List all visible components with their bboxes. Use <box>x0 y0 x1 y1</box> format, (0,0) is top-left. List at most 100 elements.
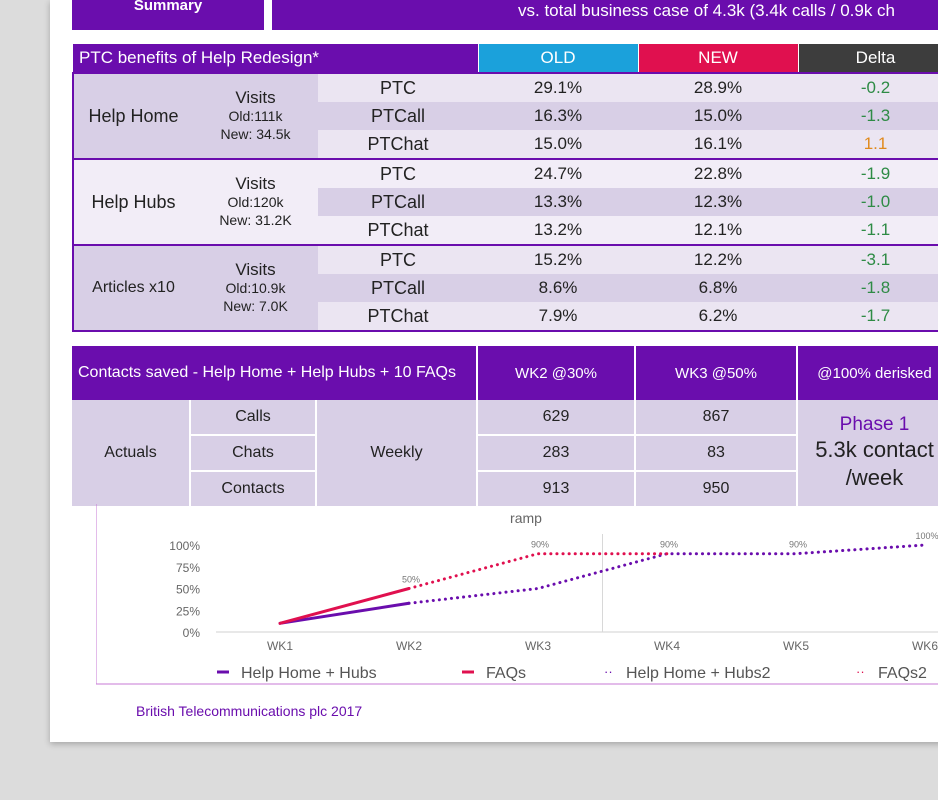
old-value: 29.1% <box>478 73 639 102</box>
old-value: 15.2% <box>478 245 639 274</box>
phase-label: Phase 1 <box>839 414 910 435</box>
legend-label: FAQs2 <box>878 665 927 682</box>
old-value: 15.0% <box>478 130 639 159</box>
contact-type: Calls <box>190 400 317 436</box>
new-value: 6.2% <box>638 302 799 331</box>
visits-old: Old:120k <box>227 194 284 210</box>
metric-cell: PTC <box>318 245 479 274</box>
metric-cell: PTC <box>318 73 479 102</box>
y-tick-label: 0% <box>183 626 201 640</box>
chart-title: ramp <box>510 510 542 526</box>
contacts-saved-table: Contacts saved - Help Home + Help Hubs +… <box>72 346 938 508</box>
data-label: 100% <box>915 531 938 541</box>
visits-new: New: 7.0K <box>223 298 288 314</box>
visits-cell: Visits Old:111k New: 34.5k <box>193 73 318 159</box>
delta-value: -3.1 <box>798 245 938 274</box>
group-label-help-hubs: Help Hubs <box>72 159 193 245</box>
metric-cell: PTC <box>318 159 479 188</box>
visits-old: Old:10.9k <box>225 280 286 296</box>
x-tick-label: WK6 <box>912 639 938 653</box>
new-value: 12.2% <box>638 245 799 274</box>
delta-value: -1.0 <box>798 188 938 216</box>
phase-cell: Phase 1 5.3k contact /week <box>797 400 938 508</box>
visits-old: Old:111k <box>228 108 283 124</box>
legend-label: Help Home + Hubs <box>241 665 377 682</box>
old-value: 13.2% <box>478 216 639 245</box>
old-value: 7.9% <box>478 302 639 331</box>
old-value: 16.3% <box>478 102 639 130</box>
footer-copyright: British Telecommunications plc 2017 <box>136 703 363 719</box>
wk2-value: 913 <box>477 471 637 508</box>
col-header-wk2: WK2 @30% <box>477 346 637 400</box>
new-value: 22.8% <box>638 159 799 188</box>
series-line-faqs2 <box>407 552 669 590</box>
y-tick-label: 50% <box>176 583 200 597</box>
wk2-value: 629 <box>477 400 637 436</box>
summary-header: Summary <box>72 0 264 30</box>
group-label-articles: Articles x10 <box>72 245 193 331</box>
x-tick-label: WK4 <box>654 639 680 653</box>
visits-label: Visits <box>235 260 276 279</box>
ptc-table-title: PTC benefits of Help Redesign* <box>73 44 479 73</box>
business-case-header: vs. total business case of 4.3k (3.4k ca… <box>272 0 938 30</box>
series-line-help-home-hubs <box>278 601 411 625</box>
visits-cell: Visits Old:120k New: 31.2K <box>193 159 318 245</box>
legend-label: FAQs <box>486 665 526 682</box>
delta-value: -1.1 <box>798 216 938 245</box>
visits-label: Visits <box>235 88 276 107</box>
x-tick-label: WK3 <box>525 639 551 653</box>
new-value: 12.1% <box>638 216 799 245</box>
new-value: 15.0% <box>638 102 799 130</box>
group-label-help-home: Help Home <box>72 73 193 159</box>
visits-new: New: 31.2K <box>219 212 292 228</box>
data-label: 90% <box>789 540 807 550</box>
legend-label: Help Home + Hubs2 <box>626 665 771 682</box>
delta-value: -0.2 <box>798 73 938 102</box>
summary-label: Summary <box>133 0 203 14</box>
old-value: 24.7% <box>478 159 639 188</box>
ramp-chart: ramp 100% 75% 50% 25% 0% WK1 WK2 WK3 WK4 WK5 WK6 50… <box>96 504 938 685</box>
delta-value: -1.9 <box>798 159 938 188</box>
data-label: 90% <box>531 540 549 550</box>
new-value: 6.8% <box>638 274 799 302</box>
col-header-new: NEW <box>638 44 799 73</box>
contacts-table-title: Contacts saved - Help Home + Help Hubs +… <box>72 346 479 400</box>
contact-type: Chats <box>190 435 317 472</box>
col-header-delta: Delta <box>798 44 938 73</box>
legend-marker: ·· <box>856 664 865 679</box>
data-label: 50% <box>402 575 420 585</box>
new-value: 28.9% <box>638 73 799 102</box>
col-header-wk3: WK3 @50% <box>635 346 799 400</box>
visits-label: Visits <box>235 174 276 193</box>
metric-cell: PTChat <box>318 130 479 159</box>
y-tick-label: 75% <box>176 561 200 575</box>
delta-value: -1.8 <box>798 274 938 302</box>
actuals-label: Actuals <box>72 400 191 508</box>
wk3-value: 83 <box>635 435 799 472</box>
metric-cell: PTCall <box>318 102 479 130</box>
data-label: 90% <box>660 540 678 550</box>
metric-cell: PTCall <box>318 274 479 302</box>
legend-marker: ·· <box>604 664 613 679</box>
visits-cell: Visits Old:10.9k New: 7.0K <box>193 245 318 331</box>
visits-new: New: 34.5k <box>220 126 291 142</box>
x-tick-label: WK2 <box>396 639 422 653</box>
y-tick-label: 25% <box>176 604 200 618</box>
delta-value: 1.1 <box>798 130 938 159</box>
y-tick-label: 100% <box>169 539 200 553</box>
wk3-value: 950 <box>635 471 799 508</box>
contact-type: Contacts <box>190 471 317 508</box>
metric-cell: PTChat <box>318 302 479 331</box>
series-line-faqs <box>278 587 411 625</box>
x-tick-label: WK1 <box>267 639 293 653</box>
new-value: 16.1% <box>638 130 799 159</box>
metric-cell: PTChat <box>318 216 479 245</box>
x-tick-label: WK5 <box>783 639 809 653</box>
wk3-value: 867 <box>635 400 799 436</box>
metric-cell: PTCall <box>318 188 479 216</box>
delta-value: -1.3 <box>798 102 938 130</box>
document-page: Summary vs. total business case of 4.3k … <box>50 0 938 742</box>
old-value: 8.6% <box>478 274 639 302</box>
weekly-label: Weekly <box>316 400 479 508</box>
phase-value-line2: /week <box>845 465 904 490</box>
